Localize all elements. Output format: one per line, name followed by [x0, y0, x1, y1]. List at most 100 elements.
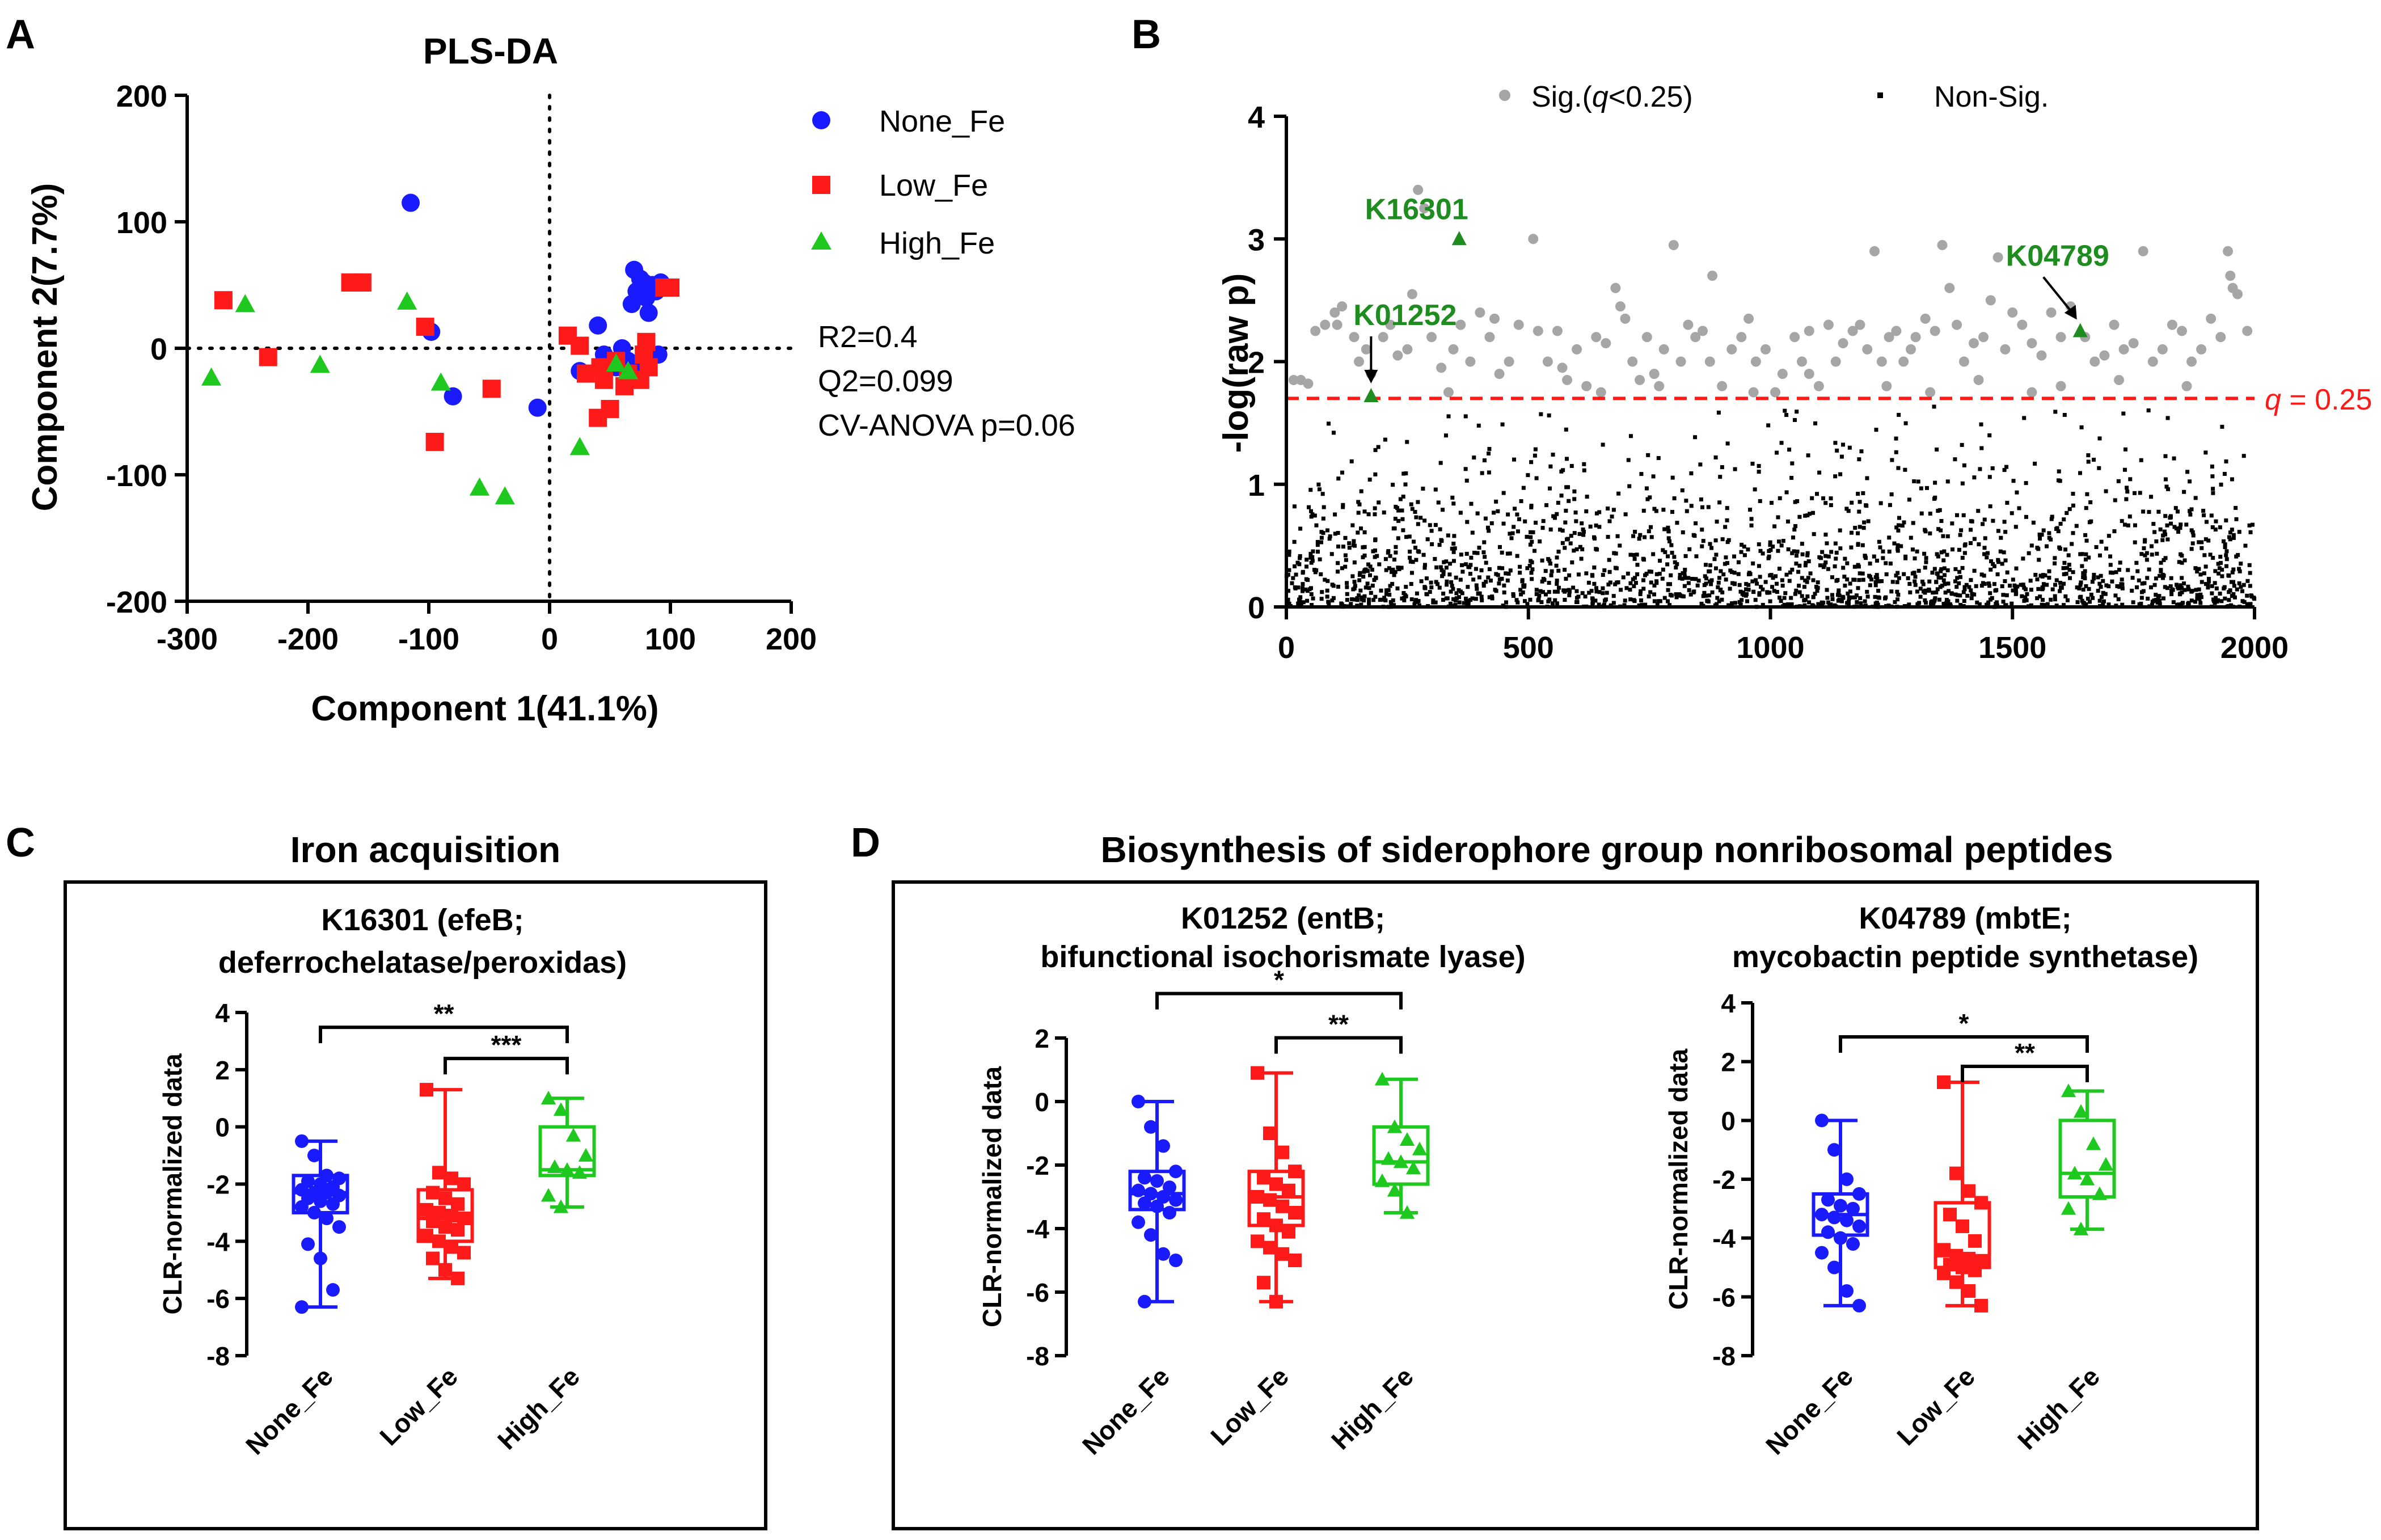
y-tick-label: 0	[1035, 1087, 1049, 1117]
nonsig-point	[2075, 585, 2079, 590]
nonsig-point	[2099, 539, 2104, 544]
nonsig-point	[1829, 503, 1833, 508]
x-tick-label: -100	[398, 622, 459, 656]
nonsig-point	[1999, 535, 2003, 540]
nonsig-point	[2021, 556, 2025, 561]
nonsig-point	[2169, 592, 2174, 597]
nonsig-point	[2106, 602, 2111, 607]
data-point	[438, 1220, 452, 1234]
nonsig-point	[1301, 582, 1305, 587]
nonsig-point	[1805, 594, 1810, 598]
nonsig-point	[1389, 602, 1394, 607]
point-high-fe	[469, 477, 490, 496]
nonsig-point	[2113, 498, 2117, 503]
nonsig-point	[1687, 547, 1692, 551]
nonsig-point	[1429, 585, 1434, 590]
nonsig-point	[1541, 519, 1546, 524]
nonsig-point	[1352, 597, 1357, 602]
nonsig-point	[1878, 501, 1883, 505]
nonsig-point	[1666, 525, 1670, 530]
point-low-fe	[637, 332, 656, 351]
nonsig-point	[1897, 576, 1901, 580]
nonsig-point	[1444, 559, 1449, 564]
nonsig-point	[2190, 530, 2195, 534]
category-label: Low_Fe	[1891, 1361, 1981, 1451]
highlight-point	[1451, 231, 1467, 246]
nonsig-point	[1580, 547, 1585, 551]
nonsig-point	[1401, 528, 1405, 533]
nonsig-point	[2199, 595, 2203, 600]
nonsig-point	[1386, 549, 1391, 554]
nonsig-point	[1557, 585, 1561, 590]
nonsig-point	[1534, 521, 1538, 525]
nonsig-point	[1327, 537, 1332, 541]
nonsig-point	[1329, 552, 1334, 556]
nonsig-point	[1859, 449, 1864, 454]
nonsig-point	[1555, 512, 1559, 516]
data-point	[457, 1177, 471, 1191]
sig-point	[1620, 313, 1631, 324]
nonsig-point	[1947, 589, 1951, 593]
nonsig-point	[1890, 580, 1895, 584]
nonsig-point	[1305, 564, 1309, 569]
nonsig-point	[1811, 510, 1816, 515]
sig-point	[1407, 289, 1417, 299]
sig-point	[1419, 203, 1430, 214]
significance-label: ***	[491, 1030, 522, 1060]
nonsig-point	[1988, 591, 1992, 596]
nonsig-point	[1350, 523, 1355, 528]
nonsig-point	[1702, 583, 1707, 588]
nonsig-point	[1987, 433, 1992, 437]
nonsig-point	[1992, 564, 1996, 568]
nonsig-point	[1641, 508, 1646, 513]
nonsig-point	[1564, 457, 1569, 461]
data-point	[1163, 1206, 1176, 1220]
nonsig-point	[1639, 589, 1643, 593]
sig-point	[1413, 184, 1424, 195]
nonsig-point	[1655, 602, 1660, 607]
nonsig-point	[1771, 576, 1775, 580]
nonsig-point	[2099, 573, 2103, 578]
nonsig-point	[2041, 573, 2045, 577]
nonsig-point	[2175, 583, 2179, 587]
nonsig-point	[1792, 417, 1797, 422]
nonsig-point	[1359, 489, 1363, 493]
data-point	[1288, 1206, 1302, 1220]
nonsig-point	[2227, 535, 2231, 539]
nonsig-point	[1906, 576, 1910, 580]
nonsig-point	[1305, 558, 1309, 562]
y-tick-label: 0	[215, 1113, 230, 1142]
data-point	[578, 1147, 594, 1162]
nonsig-point	[2189, 547, 2194, 551]
nonsig-point	[1941, 601, 1946, 606]
nonsig-point	[1717, 599, 1721, 604]
nonsig-point	[1540, 526, 1545, 530]
nonsig-point	[1652, 583, 1657, 588]
data-point	[1251, 1066, 1264, 1080]
nonsig-point	[1308, 551, 1313, 556]
nonsig-point	[2053, 594, 2057, 598]
nonsig-point	[2112, 529, 2117, 534]
nonsig-point	[1611, 508, 1616, 512]
nonsig-point	[1948, 602, 1952, 606]
nonsig-point	[2062, 517, 2066, 522]
nonsig-point	[1549, 573, 1553, 577]
nonsig-point	[1606, 582, 1611, 587]
nonsig-point	[2086, 459, 2091, 464]
nonsig-point	[2108, 554, 2113, 559]
nonsig-point	[1411, 539, 1416, 544]
nonsig-point	[1821, 601, 1826, 605]
nonsig-point	[1988, 504, 1992, 509]
nonsig-point	[2143, 539, 2147, 544]
nonsig-point	[2097, 598, 2102, 603]
nonsig-point	[1987, 475, 1992, 479]
nonsig-point	[1510, 531, 1515, 535]
nonsig-point	[1512, 525, 1516, 529]
nonsig-point	[2210, 584, 2214, 588]
nonsig-point	[2045, 583, 2049, 587]
panel-c-title: Iron acquisition	[290, 829, 560, 870]
nonsig-point	[2011, 577, 2015, 582]
nonsig-point	[1915, 549, 1919, 554]
nonsig-point	[1454, 591, 1459, 596]
nonsig-point	[1805, 551, 1810, 555]
